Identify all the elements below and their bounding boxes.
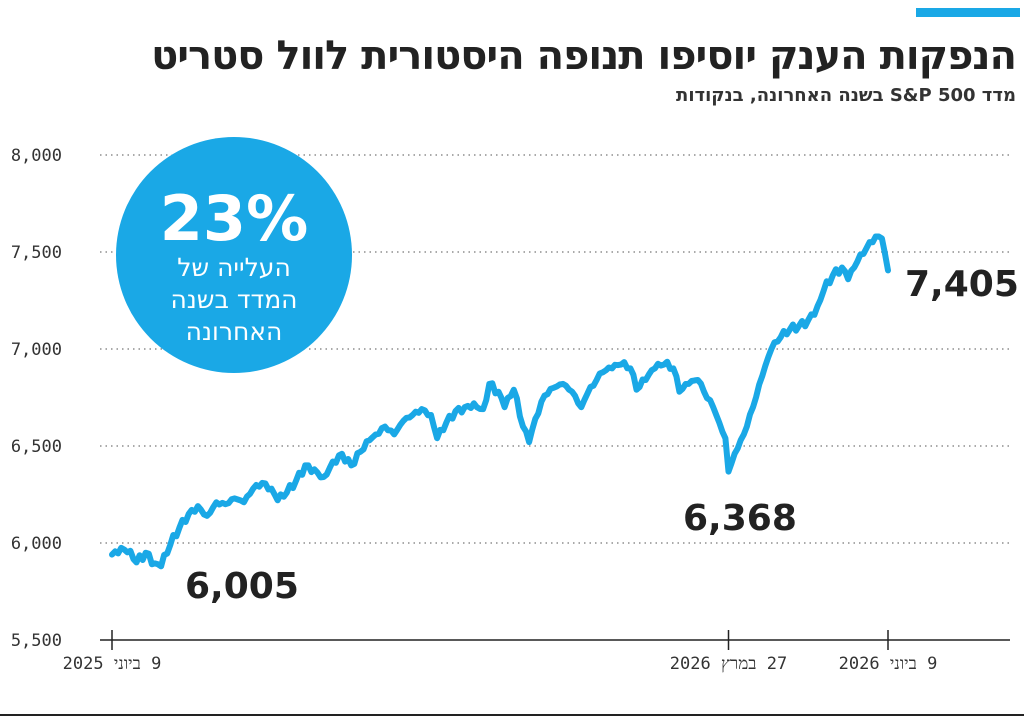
badge-line-1: העלייה של bbox=[177, 253, 291, 282]
start-value-label: 6,005 bbox=[185, 566, 299, 607]
chart-subtitle: מדד S&P 500 בשנה האחרונה, בנקודות bbox=[676, 85, 1016, 106]
x-axis: 9 ביוני 2025 27 במרץ 2026 9 ביוני 2026 bbox=[63, 630, 938, 674]
badge-circle bbox=[116, 137, 352, 373]
accent-bar bbox=[916, 8, 1020, 17]
bottom-rule bbox=[0, 714, 1024, 716]
x-tick-label: 9 ביוני 2025 bbox=[63, 654, 162, 674]
x-tick-label: 9 ביוני 2026 bbox=[839, 654, 938, 674]
y-tick-label: 5,500 bbox=[11, 631, 62, 651]
y-tick-label: 8,000 bbox=[11, 146, 62, 166]
low-value-label: 6,368 bbox=[683, 498, 797, 539]
grid-layer: 5,500 6,000 6,500 7,000 7,500 8,000 bbox=[11, 146, 1010, 651]
y-tick-label: 6,500 bbox=[11, 437, 62, 457]
series-layer bbox=[109, 233, 891, 570]
badge-line-3: האחרונה bbox=[186, 317, 283, 346]
x-tick-label: 27 במרץ 2026 bbox=[670, 654, 787, 674]
badge-line-2: המדד בשנה bbox=[170, 285, 297, 314]
y-tick-label: 7,500 bbox=[11, 243, 62, 263]
y-tick-label: 6,000 bbox=[11, 534, 62, 554]
percent-badge: 23% העלייה של המדד בשנה האחרונה bbox=[116, 137, 352, 373]
y-tick-label: 7,000 bbox=[11, 340, 62, 360]
series-line bbox=[109, 233, 891, 570]
badge-value: 23% bbox=[160, 182, 308, 255]
annotations: 6,005 6,368 7,405 bbox=[185, 264, 1019, 607]
chart-title: הנפקות הענק יוסיפו תנופה היסטורית לוול ס… bbox=[151, 33, 1017, 79]
end-value-label: 7,405 bbox=[905, 264, 1019, 305]
